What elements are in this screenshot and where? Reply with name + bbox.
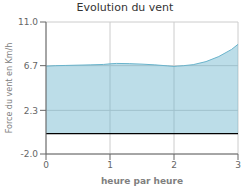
svg-text:-2.0: -2.0 <box>20 149 38 159</box>
html-text:Evolution du vent: Evolution du vent <box>76 1 174 14</box>
svg-text:1: 1 <box>107 160 113 170</box>
svg-text:heure par heure: heure par heure <box>101 176 183 186</box>
svg-text:0: 0 <box>43 160 49 170</box>
svg-text:6.7: 6.7 <box>24 61 38 71</box>
svg-text:11.0: 11.0 <box>18 17 38 27</box>
svg-text:2: 2 <box>171 160 177 170</box>
svg-text:2.3: 2.3 <box>24 106 38 116</box>
svg-text:3: 3 <box>235 160 241 170</box>
svg-text:Force du vent en Km/h: Force du vent en Km/h <box>8 43 14 134</box>
